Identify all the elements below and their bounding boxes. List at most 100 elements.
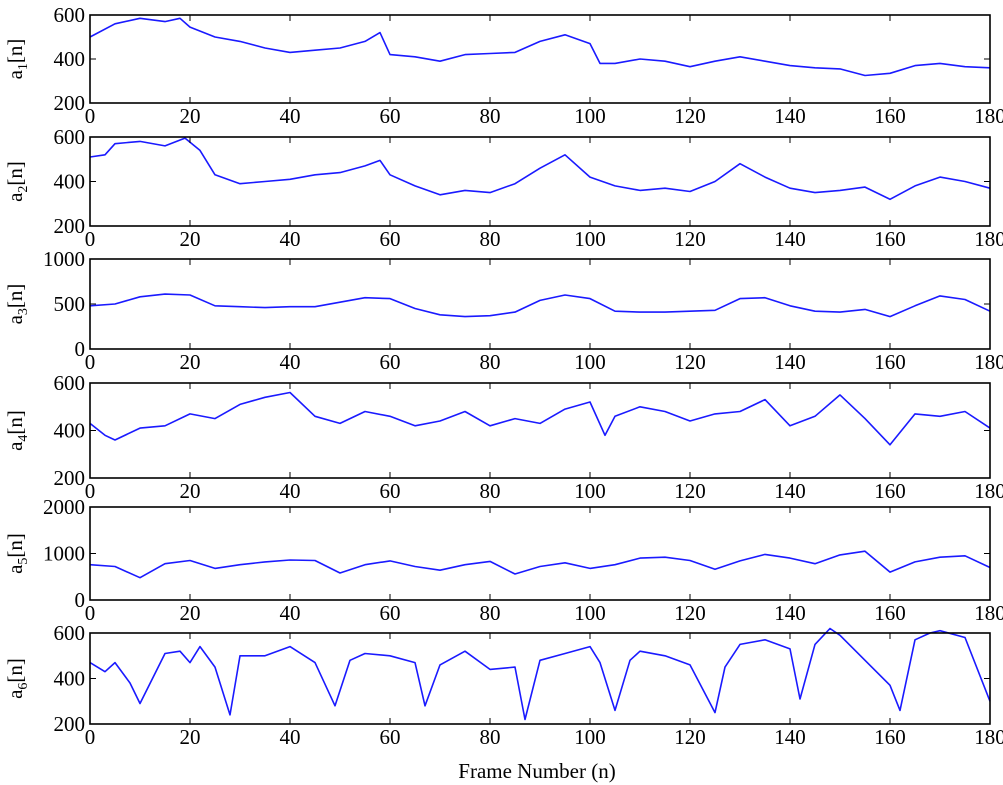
x-tick-label: 100 (574, 104, 606, 128)
x-tick-label: 140 (774, 104, 806, 128)
x-tick-label: 60 (380, 601, 401, 625)
y-axis-label: a1[n] (3, 39, 31, 80)
x-tick-label: 80 (480, 104, 501, 128)
x-tick-label: 120 (674, 479, 706, 503)
x-tick-label: 60 (380, 725, 401, 749)
x-tick-label: 160 (874, 104, 906, 128)
x-tick-label: 120 (674, 350, 706, 374)
x-tick-label: 140 (774, 725, 806, 749)
y-tick-label: 500 (54, 292, 86, 316)
series-line-a3 (89, 293, 991, 318)
y-tick-label: 1000 (43, 247, 85, 271)
series-line-a5 (89, 550, 991, 579)
x-tick-label: 0 (85, 601, 96, 625)
y-axis-label-subscript: 6 (16, 683, 31, 690)
y-tick-label: 200 (54, 214, 86, 238)
subplot-1: 0 20 40 60 80 100 120 140 160 180 200 400 600 a1[n] (3, 3, 1003, 128)
x-tick-label: 140 (774, 601, 806, 625)
x-tick-label: 160 (874, 725, 906, 749)
y-axis-label-base: a (3, 441, 27, 451)
x-tick-label: 40 (280, 479, 301, 503)
y-axis-label-subscript: 5 (16, 558, 31, 565)
x-tick-label: 140 (774, 227, 806, 251)
y-axis-label-suffix: [n] (3, 39, 27, 64)
y-axis-label-subscript: 1 (16, 63, 31, 70)
plot-frame (89, 136, 991, 227)
y-tick-label: 600 (54, 371, 86, 395)
x-tick-label: 40 (280, 601, 301, 625)
y-tick-label: 200 (54, 712, 86, 736)
plot-frame (89, 14, 991, 104)
y-axis-label-suffix: [n] (3, 410, 27, 435)
x-tick-label: 120 (674, 227, 706, 251)
x-tick-label: 100 (574, 479, 606, 503)
series-line-a4 (89, 391, 991, 446)
x-tick-label: 20 (180, 479, 201, 503)
x-tick-label: 80 (480, 479, 501, 503)
x-tick-label: 180 (974, 227, 1003, 251)
x-tick-label: 40 (280, 725, 301, 749)
y-axis-label: a3[n] (3, 284, 31, 325)
y-axis-label-subscript: 4 (16, 435, 31, 442)
subplot-3: 0 20 40 60 80 100 120 140 160 180 0 500 1000 a3[n] (3, 247, 1003, 374)
x-tick-label: 140 (774, 350, 806, 374)
x-tick-label: 80 (480, 350, 501, 374)
x-tick-label: 100 (574, 725, 606, 749)
y-axis-label-base: a (3, 564, 27, 574)
subplot-6: 0 20 40 60 80 100 120 140 160 180 200 400 600 a6[n] (3, 621, 1003, 749)
x-tick-label: 100 (574, 601, 606, 625)
x-tick-label: 160 (874, 350, 906, 374)
x-tick-label: 120 (674, 104, 706, 128)
y-tick-label: 600 (54, 621, 86, 645)
subplot-4: 0 20 40 60 80 100 120 140 160 180 200 400 600 a4[n] (3, 371, 1003, 503)
y-tick-label: 600 (54, 125, 86, 149)
plot-frame (89, 258, 991, 350)
y-axis-label: a6[n] (3, 658, 31, 699)
series-line-a1 (89, 17, 991, 77)
x-tick-label: 0 (85, 725, 96, 749)
x-tick-label: 0 (85, 104, 96, 128)
x-tick-label: 180 (974, 350, 1003, 374)
x-axis-label: Frame Number (n) (458, 759, 615, 783)
y-tick-label: 1000 (43, 542, 85, 566)
y-axis-label-suffix: [n] (3, 284, 27, 309)
x-tick-label: 180 (974, 479, 1003, 503)
x-tick-label: 120 (674, 601, 706, 625)
x-tick-label: 60 (380, 479, 401, 503)
y-axis-label-suffix: [n] (3, 161, 27, 186)
y-axis-label-suffix: [n] (3, 658, 27, 683)
subplot-5: 0 20 40 60 80 100 120 140 160 180 0 1000 2000 a5[n] (3, 495, 1003, 625)
x-tick-label: 180 (974, 104, 1003, 128)
y-tick-label: 0 (75, 337, 86, 361)
x-tick-label: 80 (480, 601, 501, 625)
x-tick-label: 180 (974, 601, 1003, 625)
plot-frame (89, 506, 991, 601)
x-tick-label: 160 (874, 479, 906, 503)
x-tick-label: 140 (774, 479, 806, 503)
x-tick-label: 0 (85, 479, 96, 503)
series-line-a2 (89, 137, 991, 201)
y-tick-label: 400 (54, 419, 86, 443)
x-tick-label: 40 (280, 104, 301, 128)
x-tick-label: 80 (480, 725, 501, 749)
x-tick-label: 20 (180, 601, 201, 625)
x-tick-label: 60 (380, 350, 401, 374)
x-tick-label: 180 (974, 725, 1003, 749)
y-axis-label: a5[n] (3, 533, 31, 574)
x-tick-label: 160 (874, 227, 906, 251)
y-tick-label: 600 (54, 3, 86, 27)
plot-frame (89, 382, 991, 479)
y-axis-label-suffix: [n] (3, 533, 27, 558)
x-tick-label: 40 (280, 227, 301, 251)
y-tick-label: 400 (54, 47, 86, 71)
y-tick-label: 2000 (43, 495, 85, 519)
y-tick-label: 0 (75, 588, 86, 612)
x-tick-label: 100 (574, 227, 606, 251)
y-axis-label-base: a (3, 314, 27, 324)
y-axis-label: a4[n] (3, 410, 31, 451)
y-axis-label-subscript: 2 (16, 186, 31, 193)
y-axis-label-base: a (3, 689, 27, 699)
x-tick-label: 160 (874, 601, 906, 625)
y-axis-label-subscript: 3 (16, 308, 31, 315)
x-tick-label: 0 (85, 350, 96, 374)
